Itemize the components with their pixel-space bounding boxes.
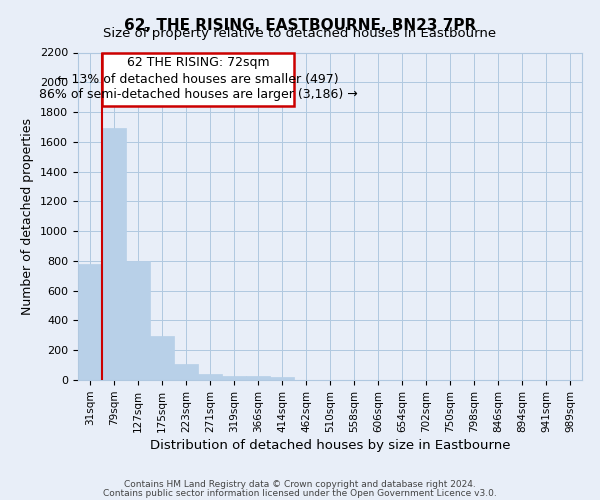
Bar <box>102 128 126 380</box>
Bar <box>246 376 270 380</box>
Y-axis label: Number of detached properties: Number of detached properties <box>22 118 34 315</box>
Text: 62 THE RISING: 72sqm: 62 THE RISING: 72sqm <box>127 56 269 70</box>
Text: Contains HM Land Registry data © Crown copyright and database right 2024.: Contains HM Land Registry data © Crown c… <box>124 480 476 489</box>
X-axis label: Distribution of detached houses by size in Eastbourne: Distribution of detached houses by size … <box>150 439 510 452</box>
Text: 86% of semi-detached houses are larger (3,186) →: 86% of semi-detached houses are larger (… <box>38 88 358 102</box>
Bar <box>150 336 174 380</box>
Bar <box>78 264 102 380</box>
FancyBboxPatch shape <box>103 52 293 106</box>
Bar <box>270 377 294 380</box>
Bar <box>198 374 222 380</box>
Text: 62, THE RISING, EASTBOURNE, BN23 7PR: 62, THE RISING, EASTBOURNE, BN23 7PR <box>124 18 476 32</box>
Text: Size of property relative to detached houses in Eastbourne: Size of property relative to detached ho… <box>103 28 497 40</box>
Bar <box>174 364 198 380</box>
Bar <box>126 261 150 380</box>
Text: Contains public sector information licensed under the Open Government Licence v3: Contains public sector information licen… <box>103 488 497 498</box>
Bar <box>222 376 246 380</box>
Text: ← 13% of detached houses are smaller (497): ← 13% of detached houses are smaller (49… <box>57 73 339 86</box>
